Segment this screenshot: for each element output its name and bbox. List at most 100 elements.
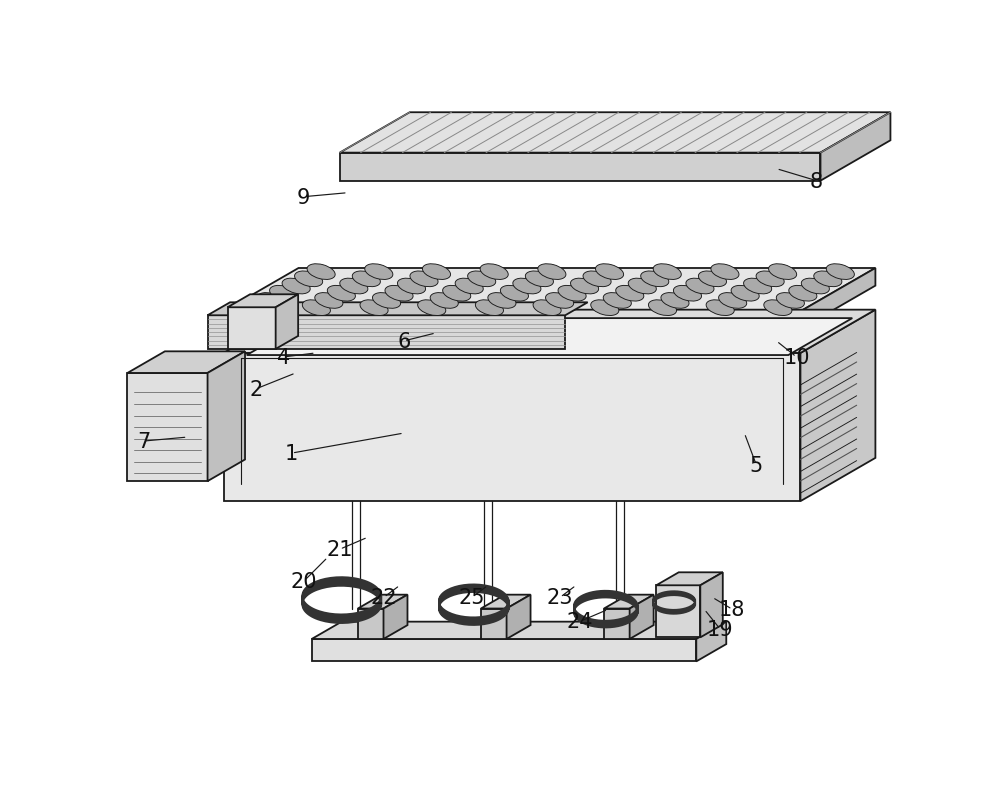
Text: 22: 22 bbox=[371, 588, 397, 608]
Text: 1: 1 bbox=[285, 443, 298, 463]
Ellipse shape bbox=[744, 279, 772, 295]
Ellipse shape bbox=[385, 286, 413, 302]
Ellipse shape bbox=[365, 264, 393, 280]
Polygon shape bbox=[340, 153, 820, 181]
Polygon shape bbox=[384, 595, 407, 639]
Ellipse shape bbox=[302, 300, 330, 316]
Polygon shape bbox=[656, 573, 723, 585]
Ellipse shape bbox=[513, 279, 541, 295]
Ellipse shape bbox=[814, 271, 842, 287]
Polygon shape bbox=[800, 269, 875, 329]
Ellipse shape bbox=[711, 264, 739, 280]
Ellipse shape bbox=[422, 264, 451, 280]
Ellipse shape bbox=[698, 271, 726, 287]
Ellipse shape bbox=[430, 293, 458, 309]
Polygon shape bbox=[276, 295, 298, 349]
Ellipse shape bbox=[315, 293, 343, 309]
Ellipse shape bbox=[340, 279, 368, 295]
Ellipse shape bbox=[372, 293, 401, 309]
Polygon shape bbox=[127, 352, 245, 373]
Ellipse shape bbox=[583, 271, 611, 287]
Ellipse shape bbox=[443, 286, 471, 302]
Ellipse shape bbox=[270, 286, 298, 302]
Polygon shape bbox=[312, 622, 726, 639]
Text: 7: 7 bbox=[137, 431, 150, 451]
Ellipse shape bbox=[719, 293, 747, 309]
Polygon shape bbox=[700, 573, 723, 638]
Text: 5: 5 bbox=[750, 455, 763, 475]
Text: 2: 2 bbox=[249, 380, 262, 399]
Ellipse shape bbox=[455, 279, 483, 295]
Text: 8: 8 bbox=[810, 172, 823, 191]
Ellipse shape bbox=[686, 279, 714, 295]
Ellipse shape bbox=[648, 300, 677, 316]
Ellipse shape bbox=[360, 300, 388, 316]
Ellipse shape bbox=[776, 293, 804, 309]
Polygon shape bbox=[208, 316, 565, 349]
Ellipse shape bbox=[641, 271, 669, 287]
Ellipse shape bbox=[480, 264, 508, 280]
Ellipse shape bbox=[245, 300, 273, 316]
Ellipse shape bbox=[352, 271, 380, 287]
Ellipse shape bbox=[673, 286, 702, 302]
Polygon shape bbox=[312, 639, 696, 662]
Ellipse shape bbox=[558, 286, 586, 302]
Ellipse shape bbox=[603, 293, 631, 309]
Ellipse shape bbox=[628, 279, 656, 295]
Polygon shape bbox=[656, 585, 700, 638]
Polygon shape bbox=[630, 595, 654, 639]
Ellipse shape bbox=[475, 300, 503, 316]
Ellipse shape bbox=[764, 300, 792, 316]
Ellipse shape bbox=[257, 293, 285, 309]
Polygon shape bbox=[340, 113, 890, 153]
Polygon shape bbox=[224, 353, 800, 502]
Polygon shape bbox=[481, 609, 507, 639]
Ellipse shape bbox=[706, 300, 734, 316]
Ellipse shape bbox=[282, 279, 310, 295]
Ellipse shape bbox=[571, 279, 599, 295]
Text: 21: 21 bbox=[327, 540, 353, 560]
Ellipse shape bbox=[546, 293, 574, 309]
Polygon shape bbox=[358, 609, 384, 639]
Text: 23: 23 bbox=[547, 588, 573, 608]
Ellipse shape bbox=[653, 264, 681, 280]
Ellipse shape bbox=[418, 300, 446, 316]
Polygon shape bbox=[224, 269, 875, 312]
Text: 24: 24 bbox=[567, 612, 593, 631]
Ellipse shape bbox=[410, 271, 438, 287]
Ellipse shape bbox=[327, 286, 355, 302]
Ellipse shape bbox=[731, 286, 759, 302]
Text: 6: 6 bbox=[397, 332, 411, 352]
Polygon shape bbox=[604, 609, 630, 639]
Text: 20: 20 bbox=[290, 572, 317, 592]
Ellipse shape bbox=[295, 271, 323, 287]
Ellipse shape bbox=[500, 286, 528, 302]
Ellipse shape bbox=[307, 264, 335, 280]
Polygon shape bbox=[208, 352, 245, 482]
Text: 4: 4 bbox=[277, 348, 290, 368]
Polygon shape bbox=[481, 595, 531, 609]
Polygon shape bbox=[228, 308, 276, 349]
Ellipse shape bbox=[789, 286, 817, 302]
Polygon shape bbox=[507, 595, 531, 639]
Ellipse shape bbox=[801, 279, 829, 295]
Ellipse shape bbox=[488, 293, 516, 309]
Polygon shape bbox=[696, 622, 726, 662]
Polygon shape bbox=[800, 310, 875, 502]
Polygon shape bbox=[358, 595, 407, 609]
Polygon shape bbox=[208, 303, 588, 316]
Text: 9: 9 bbox=[297, 187, 310, 207]
Ellipse shape bbox=[468, 271, 496, 287]
Polygon shape bbox=[820, 113, 890, 181]
Text: 10: 10 bbox=[783, 348, 810, 368]
Text: 18: 18 bbox=[719, 600, 746, 620]
Text: 19: 19 bbox=[707, 620, 734, 639]
Ellipse shape bbox=[397, 279, 426, 295]
Polygon shape bbox=[224, 312, 800, 329]
Ellipse shape bbox=[533, 300, 561, 316]
Polygon shape bbox=[247, 319, 852, 356]
Polygon shape bbox=[228, 295, 298, 308]
Polygon shape bbox=[604, 595, 654, 609]
Ellipse shape bbox=[756, 271, 784, 287]
Ellipse shape bbox=[538, 264, 566, 280]
